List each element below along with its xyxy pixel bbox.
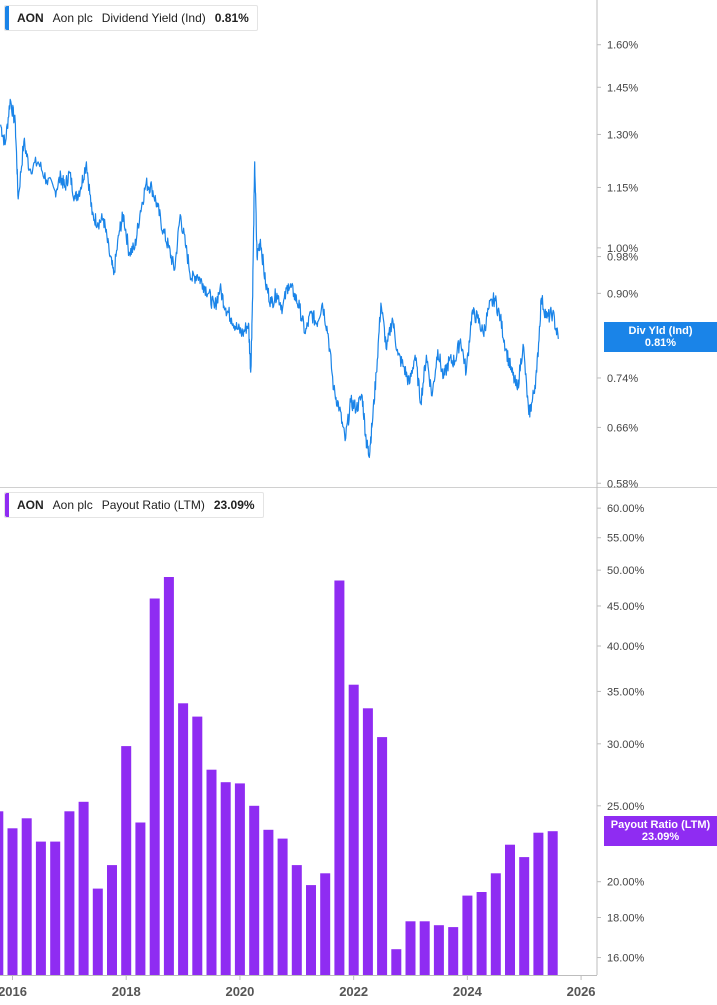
- payout-bar: [306, 885, 316, 975]
- payout-ratio-plot: [0, 577, 558, 975]
- payout-bar: [135, 822, 146, 975]
- x-tick-label: 2018: [112, 984, 141, 999]
- top-legend-metric: Dividend Yield (Ind): [101, 11, 206, 25]
- top-legend-company: Aon plc: [52, 11, 93, 25]
- payout-bar: [92, 888, 103, 975]
- payout-bar: [348, 684, 359, 975]
- payout-bar: [50, 841, 61, 975]
- payout-callout: Payout Ratio (LTM) 23.09%: [604, 816, 717, 846]
- x-tick-label: 2022: [339, 984, 368, 999]
- payout-bar: [277, 838, 288, 975]
- yield-callout-value: 0.81%: [644, 337, 677, 349]
- payout-bar: [178, 703, 189, 975]
- payout-bar: [334, 580, 345, 975]
- bottom-legend: AON Aon plc Payout Ratio (LTM) 23.09%: [4, 492, 264, 518]
- bottom-y-axis: 16.00% 18.00% 20.00% 25.00% 30.00% 35.00% 40.0…: [596, 487, 645, 975]
- payout-bar: [505, 844, 515, 975]
- top-y-tick-label: 0.98%: [607, 252, 638, 264]
- payout-bar: [78, 801, 89, 975]
- top-y-tick-label: 1.00%: [607, 243, 638, 255]
- payout-bar: [405, 921, 416, 975]
- bottom-y-tick-label: 20.00%: [607, 877, 645, 889]
- bottom-legend-metric: Payout Ratio (LTM): [101, 498, 205, 512]
- payout-bar: [234, 783, 245, 975]
- bottom-legend-company: Aon plc: [52, 498, 93, 512]
- payout-legend-swatch: [5, 493, 9, 517]
- bottom-y-tick-label: 35.00%: [607, 686, 645, 698]
- payout-bar: [476, 892, 487, 975]
- yield-callout: Div Yld (Ind) 0.81%: [604, 322, 717, 352]
- payout-bar: [320, 873, 331, 975]
- top-legend: AON Aon plc Dividend Yield (Ind) 0.81%: [4, 5, 258, 31]
- payout-bar: [0, 811, 4, 975]
- bottom-y-tick-label: 18.00%: [607, 913, 645, 925]
- payout-bar: [149, 598, 160, 975]
- payout-bar: [192, 716, 203, 975]
- top-y-tick-label: 1.15%: [607, 182, 638, 194]
- payout-bar: [35, 841, 46, 975]
- payout-bar: [163, 577, 174, 975]
- payout-callout-label: Payout Ratio (LTM): [610, 819, 711, 831]
- bottom-y-tick-label: 30.00%: [607, 739, 645, 751]
- payout-bar: [448, 927, 459, 975]
- bottom-y-tick-label: 50.00%: [607, 565, 645, 577]
- payout-bar: [433, 925, 444, 975]
- top-y-tick-label: 1.45%: [607, 82, 638, 94]
- x-tick-label: 2020: [225, 984, 254, 999]
- payout-bar: [519, 857, 530, 975]
- top-legend-ticker: AON: [17, 11, 44, 25]
- payout-bar: [490, 873, 501, 975]
- dividend-yield-plot: [0, 98, 559, 459]
- yield-callout-label: Div Yld (Ind): [628, 325, 693, 337]
- bottom-legend-value: 23.09%: [213, 498, 255, 512]
- payout-bar: [7, 828, 18, 975]
- top-y-tick-label: 0.90%: [607, 288, 638, 300]
- top-y-axis: 0.58% 0.66% 0.74% 0.90% 0.98%1.00% 1.15% 1.30%…: [0, 0, 717, 490]
- x-axis: 2016 2018 2020 2022 2024 2026: [0, 975, 597, 999]
- bottom-y-tick-label: 55.00%: [607, 533, 645, 545]
- dividend-yield-line: [0, 98, 559, 459]
- bottom-legend-ticker: AON: [17, 498, 44, 512]
- payout-bar: [249, 805, 260, 975]
- yield-legend-swatch: [5, 6, 9, 30]
- payout-bar: [291, 865, 302, 975]
- payout-bar: [391, 949, 402, 975]
- top-y-tick-label: 0.66%: [607, 422, 638, 434]
- top-y-tick-label: 1.60%: [607, 40, 638, 52]
- x-tick-label: 2026: [567, 984, 596, 999]
- payout-bar: [220, 782, 231, 975]
- bottom-y-tick-label: 45.00%: [607, 601, 645, 613]
- top-y-tick-label: 0.74%: [607, 373, 638, 385]
- top-y-tick-label: 0.58%: [607, 478, 638, 490]
- top-y-tick-label: 1.30%: [607, 129, 638, 141]
- payout-bar: [419, 921, 430, 975]
- payout-bar: [21, 818, 32, 975]
- bottom-y-tick-label: 25.00%: [607, 801, 645, 813]
- payout-bar: [362, 708, 373, 975]
- payout-bar: [377, 737, 388, 975]
- bottom-y-tick-label: 60.00%: [607, 503, 645, 515]
- x-tick-label: 2024: [453, 984, 483, 999]
- bottom-y-tick-label: 40.00%: [607, 641, 645, 653]
- payout-bar: [107, 865, 117, 975]
- payout-bar: [206, 769, 217, 975]
- payout-bar: [533, 832, 544, 975]
- payout-bar: [462, 895, 473, 975]
- payout-bar: [121, 746, 132, 975]
- top-legend-value: 0.81%: [214, 11, 249, 25]
- payout-callout-value: 23.09%: [641, 831, 680, 843]
- payout-bar: [263, 829, 274, 975]
- payout-bar: [547, 831, 558, 975]
- payout-bar: [64, 811, 75, 975]
- x-tick-label: 2016: [0, 984, 27, 999]
- bottom-y-tick-label: 16.00%: [607, 953, 645, 965]
